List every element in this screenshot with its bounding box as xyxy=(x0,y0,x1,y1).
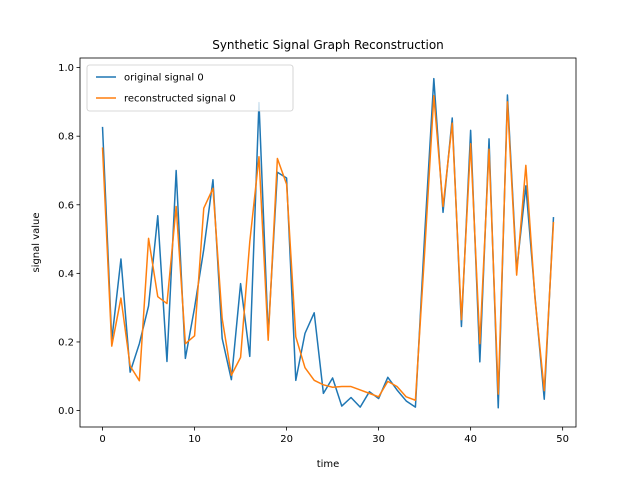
series-line-1 xyxy=(101,94,555,401)
legend-label-0: original signal 0 xyxy=(124,73,204,84)
x-tick-label: 0 xyxy=(99,434,105,445)
y-tick-label: 0.0 xyxy=(58,406,74,417)
x-tick-label: 10 xyxy=(188,434,201,445)
legend-frame xyxy=(86,64,294,112)
y-tick-label: 0.6 xyxy=(58,200,74,211)
chart-title: Synthetic Signal Graph Reconstruction xyxy=(212,38,444,52)
x-axis-label: time xyxy=(317,459,340,470)
legend: original signal 0 reconstructed signal 0 xyxy=(86,64,294,112)
y-tick-label: 0.4 xyxy=(58,269,74,280)
plot-area-frame xyxy=(79,57,577,428)
x-tick-label: 40 xyxy=(464,434,477,445)
x-tick-label: 30 xyxy=(372,434,385,445)
legend-label-1: reconstructed signal 0 xyxy=(124,94,236,105)
y-tick-label: 0.2 xyxy=(58,337,74,348)
y-tick-label: 0.8 xyxy=(58,132,74,143)
x-tick-label: 50 xyxy=(556,434,569,445)
y-tick-label: 1.0 xyxy=(58,63,74,74)
y-axis-label: signal value xyxy=(31,212,42,272)
x-tick-label: 20 xyxy=(280,434,293,445)
